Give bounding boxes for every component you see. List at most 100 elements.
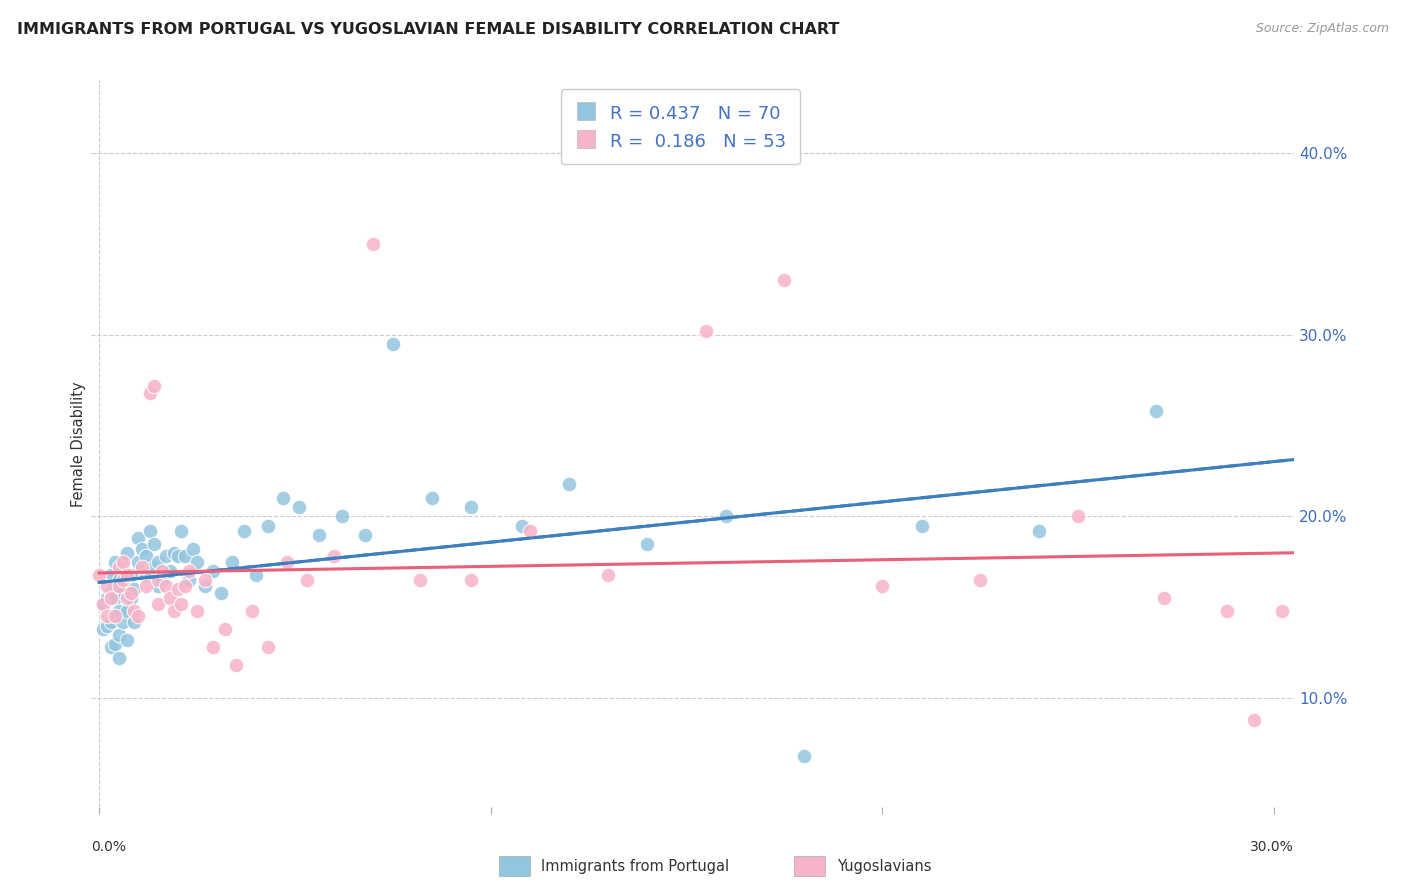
Point xyxy=(124,582,146,597)
Point xyxy=(209,586,232,600)
Point xyxy=(1243,713,1265,727)
Point xyxy=(1271,604,1294,618)
Point xyxy=(233,524,256,538)
Point xyxy=(96,591,118,606)
Point xyxy=(194,578,217,592)
Point xyxy=(120,567,142,582)
Point xyxy=(104,591,127,606)
Point xyxy=(120,586,142,600)
Point xyxy=(793,749,815,764)
Point xyxy=(186,604,208,618)
Point xyxy=(381,336,404,351)
Point xyxy=(107,627,129,641)
Point xyxy=(96,609,118,624)
Point xyxy=(124,604,146,618)
Point xyxy=(111,586,134,600)
Point xyxy=(179,573,201,587)
Point xyxy=(308,527,330,541)
Point xyxy=(91,597,114,611)
Point xyxy=(186,555,208,569)
Point xyxy=(100,567,122,582)
Point xyxy=(104,637,127,651)
Point xyxy=(510,518,533,533)
Point xyxy=(519,524,541,538)
Point xyxy=(179,564,201,578)
Point xyxy=(107,604,129,618)
Point xyxy=(111,615,134,629)
Point xyxy=(695,324,717,338)
Point xyxy=(460,500,482,515)
Text: Source: ZipAtlas.com: Source: ZipAtlas.com xyxy=(1256,22,1389,36)
Point xyxy=(354,527,377,541)
Point xyxy=(146,555,169,569)
Point xyxy=(96,578,118,592)
Point xyxy=(1146,404,1168,418)
Point xyxy=(288,500,311,515)
Point xyxy=(100,591,122,606)
Point xyxy=(115,591,138,606)
Point xyxy=(135,567,157,582)
Point xyxy=(146,597,169,611)
Point xyxy=(107,573,129,587)
Point xyxy=(714,509,737,524)
Point xyxy=(146,573,169,587)
Point xyxy=(166,549,188,564)
Point xyxy=(91,597,114,611)
Point xyxy=(135,578,157,592)
Point xyxy=(131,560,153,574)
Point xyxy=(174,549,197,564)
Point xyxy=(107,578,129,592)
Point xyxy=(104,609,127,624)
Point xyxy=(201,640,224,655)
Point xyxy=(323,549,346,564)
Point xyxy=(96,618,118,632)
Point xyxy=(420,491,443,506)
Y-axis label: Female Disability: Female Disability xyxy=(70,381,86,507)
Point xyxy=(162,604,184,618)
Point xyxy=(240,604,263,618)
Point xyxy=(409,573,432,587)
Point xyxy=(127,531,149,545)
Text: Yugoslavians: Yugoslavians xyxy=(837,859,931,873)
Point xyxy=(155,549,177,564)
Text: Immigrants from Portugal: Immigrants from Portugal xyxy=(541,859,730,873)
Point xyxy=(1028,524,1050,538)
Point xyxy=(221,555,243,569)
Point xyxy=(256,640,278,655)
Point xyxy=(170,597,193,611)
Point xyxy=(111,560,134,574)
Text: IMMIGRANTS FROM PORTUGAL VS YUGOSLAVIAN FEMALE DISABILITY CORRELATION CHART: IMMIGRANTS FROM PORTUGAL VS YUGOSLAVIAN … xyxy=(17,22,839,37)
Point xyxy=(969,573,991,587)
Text: 30.0%: 30.0% xyxy=(1250,840,1294,855)
Point xyxy=(115,546,138,560)
Point xyxy=(131,542,153,557)
Point xyxy=(295,573,318,587)
Point xyxy=(598,567,620,582)
Point xyxy=(100,586,122,600)
Point xyxy=(330,509,353,524)
Point xyxy=(256,518,278,533)
Point xyxy=(111,555,134,569)
Point xyxy=(162,546,184,560)
Point xyxy=(872,578,894,592)
Point xyxy=(166,582,188,597)
Point xyxy=(127,555,149,569)
Point xyxy=(115,567,138,582)
Point xyxy=(143,378,166,392)
Point xyxy=(107,560,129,574)
Point xyxy=(181,542,204,557)
Point xyxy=(1216,604,1239,618)
Point xyxy=(143,537,166,551)
Point xyxy=(636,537,658,551)
Point xyxy=(104,555,127,569)
Point xyxy=(271,491,294,506)
Point xyxy=(1067,509,1090,524)
Point xyxy=(91,622,114,636)
Point xyxy=(159,591,181,606)
Point xyxy=(139,385,162,400)
Point xyxy=(107,651,129,665)
Point xyxy=(201,564,224,578)
Text: 0.0%: 0.0% xyxy=(91,840,127,855)
Point xyxy=(111,573,134,587)
Point xyxy=(150,573,173,587)
